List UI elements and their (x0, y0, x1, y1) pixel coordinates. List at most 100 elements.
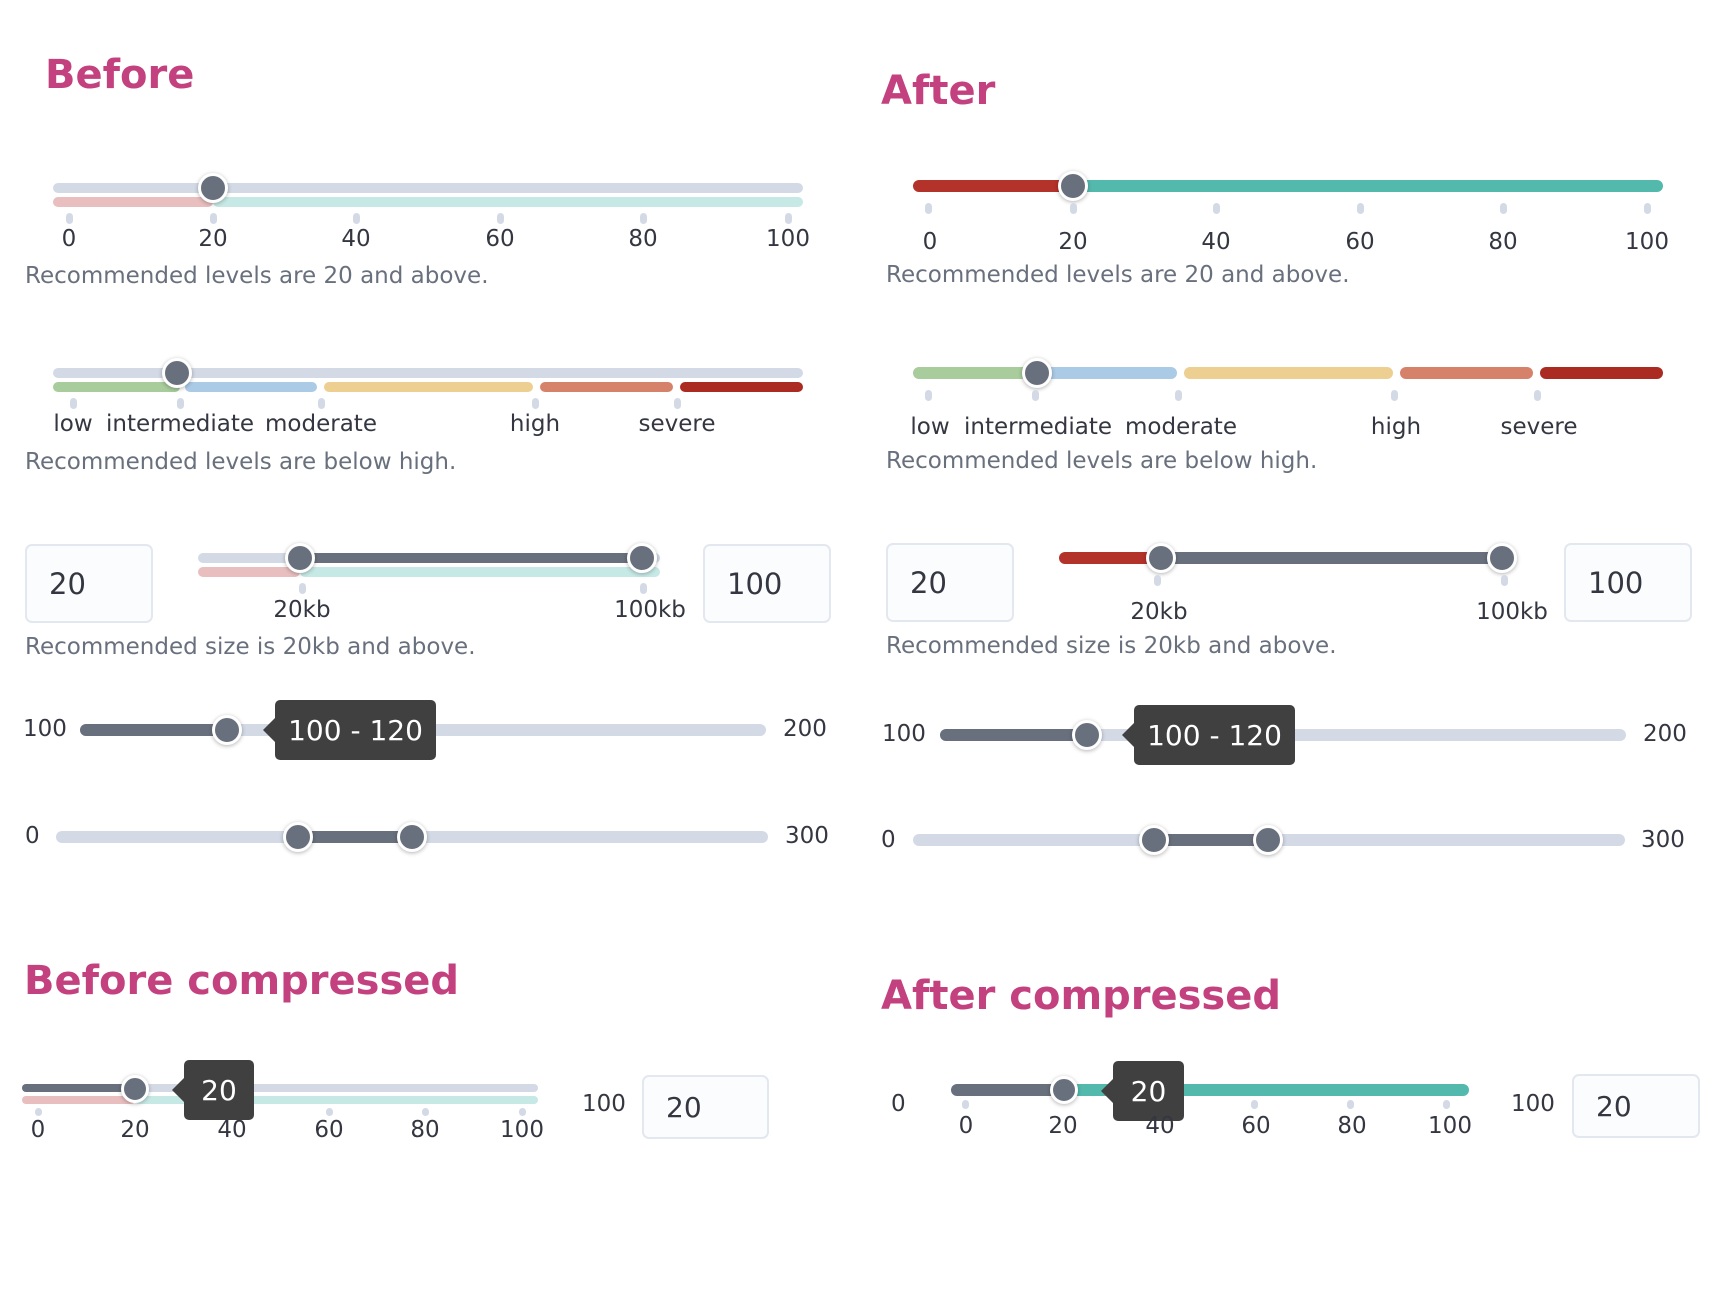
help-text: Recommended levels are 20 and above. (25, 263, 489, 289)
slider-thumb[interactable] (121, 1075, 149, 1103)
tick-label[interactable]: 0 (30, 1117, 46, 1143)
tick-label[interactable]: 100kb (614, 597, 686, 623)
tick-mark (1212, 203, 1220, 214)
range-max-thumb[interactable] (1253, 825, 1283, 855)
help-text: Recommended levels are 20 and above. (886, 262, 1350, 288)
max-value-input[interactable]: 100 (703, 544, 831, 623)
range-min-thumb[interactable] (283, 822, 313, 852)
tick-label[interactable]: 80 (1337, 1113, 1367, 1139)
slider-thumb[interactable] (198, 173, 228, 203)
range-max-thumb[interactable] (397, 822, 427, 852)
tick-label[interactable]: 20 (1058, 229, 1088, 255)
slider-thumb[interactable] (1022, 358, 1052, 388)
level-label-high[interactable]: high (1370, 414, 1422, 440)
tick-mark (1499, 203, 1507, 214)
help-text: Recommended size is 20kb and above. (25, 634, 476, 660)
tick-mark (496, 213, 504, 224)
slider-thumb[interactable] (1072, 720, 1102, 750)
range-max-label: 200 (1643, 721, 1687, 747)
tick-mark (298, 583, 306, 594)
tick-label[interactable]: 40 (1145, 1113, 1175, 1139)
tooltip-arrow (263, 718, 275, 742)
tick-label[interactable]: 20 (198, 226, 228, 252)
tick-label[interactable]: 80 (410, 1117, 440, 1143)
tick-label[interactable]: 100 (766, 226, 810, 252)
tick-label[interactable]: 100 (1428, 1113, 1472, 1139)
tick-label[interactable]: 60 (485, 226, 515, 252)
tick-label[interactable]: 0 (922, 229, 938, 255)
level-label-severe[interactable]: severe (638, 411, 716, 437)
tick-label[interactable]: 80 (1488, 229, 1518, 255)
level-label-low[interactable]: low (910, 414, 950, 440)
tick-mark (1174, 390, 1182, 401)
min-value-input[interactable]: 20 (25, 544, 153, 623)
value-input[interactable]: 20 (1572, 1074, 1700, 1138)
slider-thumb[interactable] (1050, 1076, 1078, 1104)
tick-mark (209, 213, 217, 224)
heading-before-compressed: Before compressed (24, 958, 460, 1004)
level-band-low (913, 367, 1040, 379)
level-label-severe[interactable]: severe (1500, 414, 1578, 440)
level-label-intermediate[interactable]: intermediate (106, 411, 254, 437)
range-max-thumb[interactable] (1487, 543, 1517, 573)
min-value-input[interactable]: 20 (886, 543, 1014, 622)
value-tooltip: 20 (172, 1060, 254, 1120)
tick-mark (924, 390, 932, 401)
tick-mark (421, 1108, 429, 1116)
tick-label[interactable]: 40 (1201, 229, 1231, 255)
level-label-moderate[interactable]: moderate (1125, 414, 1237, 440)
level-label-moderate[interactable]: moderate (265, 411, 377, 437)
selected-range (22, 1084, 135, 1092)
level-band-moderate (324, 382, 533, 392)
range-min-label: 100 (23, 716, 67, 742)
tick-label[interactable]: 100 (1625, 229, 1669, 255)
slider-track[interactable] (22, 1084, 538, 1092)
tick-label[interactable]: 80 (628, 226, 658, 252)
help-text: Recommended size is 20kb and above. (886, 633, 1337, 659)
danger-level-band (913, 180, 1073, 192)
tick-label[interactable]: 20kb (273, 597, 331, 623)
tick-mark (1500, 575, 1508, 586)
tick-label[interactable]: 0 (958, 1113, 974, 1139)
tick-label[interactable]: 60 (1345, 229, 1375, 255)
slider-track[interactable] (53, 368, 803, 378)
danger-level-band (198, 567, 300, 577)
tick-label[interactable]: 100kb (1476, 599, 1548, 625)
tick-mark (1069, 203, 1077, 214)
slider-track[interactable] (53, 183, 803, 193)
range-max-thumb[interactable] (627, 543, 657, 573)
tick-mark (1346, 1100, 1354, 1109)
tick-label[interactable]: 20kb (1130, 599, 1188, 625)
tick-label[interactable]: 100 (500, 1117, 544, 1143)
level-label-intermediate[interactable]: intermediate (964, 414, 1112, 440)
selected-range (80, 724, 227, 736)
level-band-intermediate (1045, 367, 1177, 379)
danger-level-band (22, 1096, 135, 1104)
slider-thumb[interactable] (1058, 171, 1088, 201)
tooltip-arrow (172, 1078, 184, 1102)
range-min-thumb[interactable] (1146, 543, 1176, 573)
tick-mark (1533, 390, 1541, 401)
tick-label[interactable]: 20 (1048, 1113, 1078, 1139)
slider-thumb[interactable] (162, 358, 192, 388)
max-value-input[interactable]: 100 (1564, 543, 1692, 622)
value-input[interactable]: 20 (642, 1075, 769, 1139)
tick-label[interactable]: 0 (61, 226, 77, 252)
level-label-high[interactable]: high (509, 411, 561, 437)
level-label-low[interactable]: low (53, 411, 93, 437)
tick-label[interactable]: 60 (314, 1117, 344, 1143)
range-min-thumb[interactable] (285, 543, 315, 573)
tick-label[interactable]: 60 (1241, 1113, 1271, 1139)
range-max-label: 200 (783, 716, 827, 742)
range-min-thumb[interactable] (1139, 825, 1169, 855)
slider-thumb[interactable] (212, 715, 242, 745)
tick-mark (1153, 575, 1161, 586)
tooltip-arrow (1101, 1079, 1113, 1103)
tick-mark (961, 1100, 969, 1109)
tick-label[interactable]: 20 (120, 1117, 150, 1143)
tick-label[interactable]: 40 (341, 226, 371, 252)
tick-label[interactable]: 40 (217, 1117, 247, 1143)
selected-range (300, 553, 642, 563)
tick-mark (1390, 390, 1398, 401)
heading-before: Before (45, 52, 195, 98)
